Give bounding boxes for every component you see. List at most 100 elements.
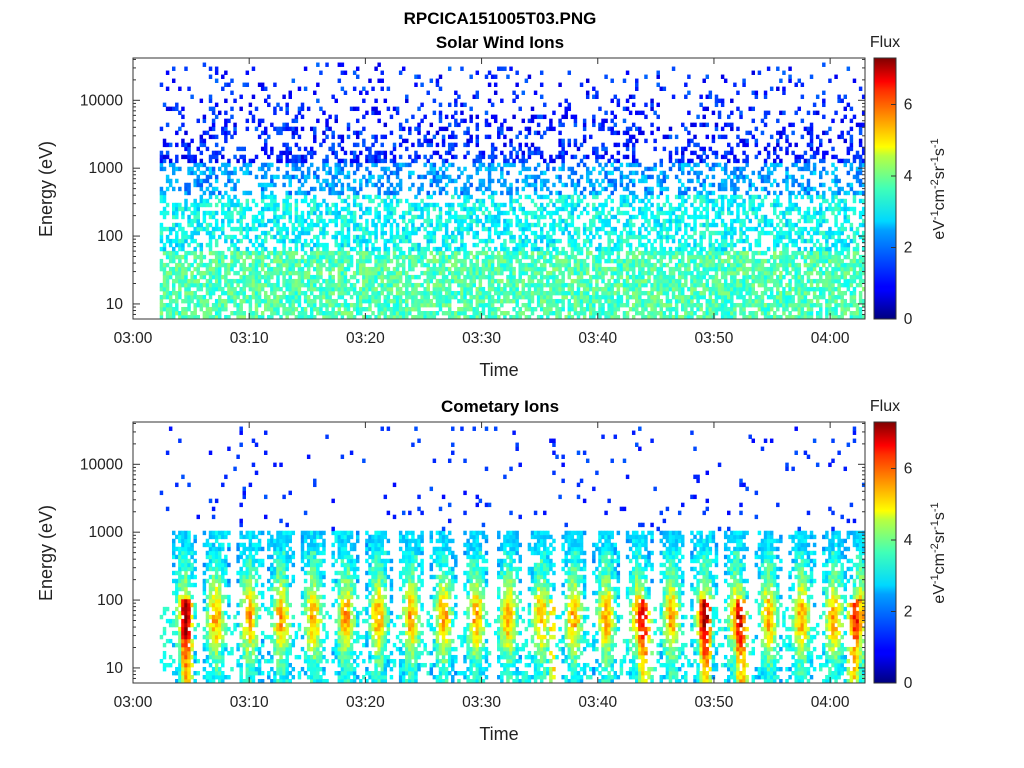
heatmap-cell bbox=[512, 234, 516, 240]
heatmap-cell bbox=[567, 282, 572, 288]
heatmap-cell bbox=[484, 118, 489, 124]
heatmap-cell bbox=[325, 134, 329, 140]
heatmap-cell bbox=[273, 250, 277, 256]
heatmap-cell bbox=[211, 306, 216, 312]
heatmap-cell bbox=[365, 218, 369, 224]
heatmap-cell bbox=[631, 278, 636, 284]
heatmap-cell bbox=[444, 266, 449, 272]
heatmap-cell bbox=[647, 262, 651, 268]
heatmap-cell bbox=[469, 118, 473, 124]
heatmap-cell bbox=[257, 182, 262, 188]
heatmap-cell bbox=[451, 234, 455, 240]
heatmap-cell bbox=[254, 298, 259, 304]
heatmap-cell bbox=[190, 274, 194, 280]
heatmap-cell bbox=[475, 298, 480, 304]
heatmap-cell bbox=[555, 154, 559, 160]
heatmap-cell bbox=[408, 234, 412, 240]
heatmap-cell bbox=[622, 286, 627, 292]
heatmap-cell bbox=[659, 250, 664, 256]
heatmap-cell bbox=[472, 278, 476, 284]
heatmap-cell bbox=[214, 286, 219, 292]
heatmap-cell bbox=[239, 302, 243, 308]
heatmap-cell bbox=[432, 258, 437, 264]
heatmap-cell bbox=[564, 226, 568, 232]
heatmap-cell bbox=[625, 194, 630, 200]
heatmap-cell bbox=[592, 258, 596, 264]
heatmap-cell bbox=[432, 270, 437, 276]
heatmap-cell bbox=[690, 270, 694, 276]
heatmap-cell bbox=[165, 174, 170, 180]
heatmap-cell bbox=[638, 198, 642, 204]
heatmap-cell bbox=[543, 182, 547, 188]
heatmap-cell bbox=[371, 270, 375, 276]
heatmap-cell bbox=[481, 258, 486, 264]
heatmap-cell bbox=[582, 306, 587, 312]
heatmap-cell bbox=[460, 222, 464, 228]
heatmap-cell bbox=[533, 90, 538, 95]
heatmap-cell bbox=[411, 142, 415, 148]
heatmap-cell bbox=[313, 254, 317, 260]
heatmap-cell bbox=[536, 294, 541, 300]
heatmap-cell bbox=[512, 246, 516, 252]
heatmap-cell bbox=[285, 122, 289, 128]
heatmap-cell bbox=[677, 166, 682, 172]
heatmap-cell bbox=[478, 166, 483, 172]
heatmap-cell bbox=[359, 222, 363, 228]
heatmap-cell bbox=[573, 242, 578, 248]
heatmap-cell bbox=[668, 202, 673, 208]
heatmap-cell bbox=[368, 258, 372, 264]
heatmap-cell bbox=[665, 298, 670, 304]
heatmap-cell bbox=[380, 174, 384, 180]
heatmap-cell bbox=[610, 282, 614, 288]
heatmap-cell bbox=[420, 282, 424, 288]
heatmap-cell bbox=[245, 294, 250, 300]
heatmap-cell bbox=[671, 286, 676, 292]
heatmap-cell bbox=[217, 282, 222, 288]
heatmap-cell bbox=[460, 214, 464, 220]
heatmap-cell bbox=[365, 306, 369, 312]
heatmap-cell bbox=[662, 290, 667, 296]
heatmap-cell bbox=[533, 306, 538, 312]
heatmap-cell bbox=[576, 230, 581, 236]
heatmap-cell bbox=[242, 82, 246, 87]
heatmap-cell bbox=[346, 194, 351, 200]
heatmap-cell bbox=[319, 282, 323, 288]
heatmap-cell bbox=[490, 218, 495, 224]
heatmap-cell bbox=[426, 242, 430, 248]
heatmap-cell bbox=[619, 202, 624, 208]
heatmap-cell bbox=[567, 298, 572, 304]
heatmap-cell bbox=[662, 202, 667, 208]
heatmap-cell bbox=[251, 242, 256, 248]
heatmap-cell bbox=[631, 190, 636, 196]
heatmap-cell bbox=[696, 314, 700, 320]
heatmap-cell bbox=[303, 294, 308, 300]
heatmap-cell bbox=[257, 118, 262, 124]
heatmap-cell bbox=[610, 226, 614, 232]
heatmap-cell bbox=[165, 262, 170, 268]
heatmap-cell bbox=[199, 150, 204, 156]
heatmap-cell bbox=[598, 218, 602, 224]
heatmap-cell bbox=[263, 182, 268, 188]
heatmap-cell bbox=[631, 294, 636, 300]
heatmap-cell bbox=[506, 126, 510, 132]
heatmap-cell bbox=[325, 62, 329, 67]
heatmap-cell bbox=[386, 266, 391, 272]
heatmap-cell bbox=[386, 218, 391, 224]
heatmap-cell bbox=[285, 190, 289, 196]
heatmap-cell bbox=[417, 242, 421, 248]
heatmap-cell bbox=[355, 190, 360, 196]
heatmap-cell bbox=[221, 210, 225, 216]
heatmap-cell bbox=[570, 286, 575, 292]
heatmap-cell bbox=[478, 150, 483, 156]
heatmap-cell bbox=[349, 150, 354, 156]
heatmap-cell bbox=[546, 234, 550, 240]
heatmap-cell bbox=[536, 130, 541, 136]
heatmap-cell bbox=[536, 266, 541, 272]
heatmap-cell bbox=[334, 250, 338, 256]
heatmap-cell bbox=[343, 70, 348, 75]
heatmap-cell bbox=[306, 298, 311, 304]
heatmap-cell bbox=[438, 262, 443, 268]
heatmap-cell bbox=[567, 234, 572, 240]
heatmap-cell bbox=[178, 126, 182, 132]
heatmap-cell bbox=[641, 206, 645, 212]
